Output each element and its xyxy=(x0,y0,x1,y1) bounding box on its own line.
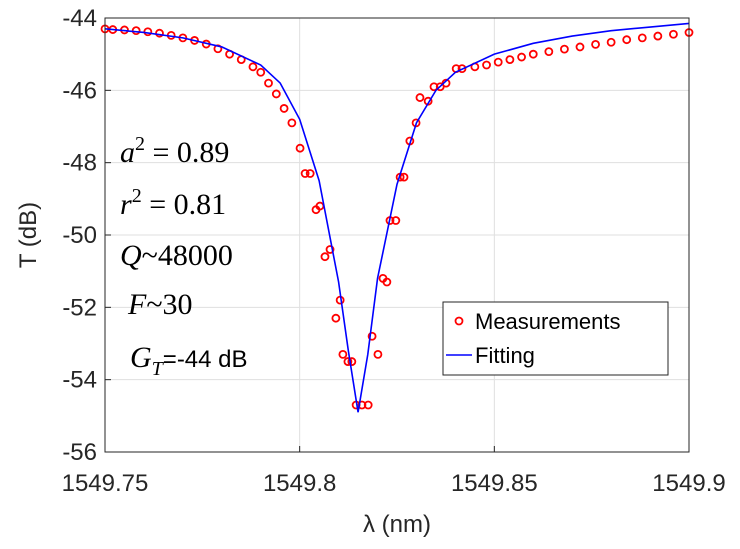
data-point xyxy=(264,78,273,88)
annotation-text: ~48000 xyxy=(142,239,233,272)
data-point xyxy=(363,400,373,410)
legend-label: Fitting xyxy=(475,343,535,368)
data-point xyxy=(637,33,647,43)
data-point xyxy=(575,42,585,52)
data-point xyxy=(248,62,258,72)
annotation-symbol: r xyxy=(120,188,132,221)
annotation-text: = 0.81 xyxy=(142,188,226,221)
data-point xyxy=(343,357,353,366)
annotation: F~30 xyxy=(127,288,193,321)
y-tick-label: -46 xyxy=(62,77,97,104)
annotation-superscript: 2 xyxy=(135,133,145,155)
data-point xyxy=(457,64,467,74)
data-point xyxy=(338,349,348,359)
annotation-symbol: Q xyxy=(120,239,142,272)
annotation-subscript: T xyxy=(152,358,165,380)
data-point xyxy=(373,349,383,359)
legend-marker xyxy=(454,316,464,326)
data-point xyxy=(367,331,377,341)
data-point xyxy=(155,28,164,38)
legend: Measurements Fitting xyxy=(442,301,669,376)
data-point xyxy=(287,118,297,128)
x-tick-label: 1549.8 xyxy=(263,470,336,497)
data-point xyxy=(325,245,335,254)
data-point xyxy=(669,29,678,39)
data-point xyxy=(320,252,330,262)
annotation: GT=-44 dB xyxy=(130,341,248,380)
data-point xyxy=(544,47,554,57)
annotation-symbol: F xyxy=(127,288,147,321)
data-point xyxy=(493,57,503,67)
data-point xyxy=(331,313,341,323)
annotation-symbol: G xyxy=(130,341,152,374)
annotation-superscript: 2 xyxy=(132,185,142,207)
annotation: Q~48000 xyxy=(120,239,233,272)
data-point xyxy=(391,216,401,225)
annotation-text: =-44 dB xyxy=(163,346,248,373)
annotation: a2 = 0.89 xyxy=(120,133,229,169)
data-point xyxy=(591,40,600,49)
legend-label: Measurements xyxy=(475,309,621,334)
data-point xyxy=(300,169,310,178)
y-axis-label: T (dB) xyxy=(15,202,42,268)
y-tick-label: -56 xyxy=(62,439,97,466)
data-point xyxy=(399,172,409,182)
x-tick-label: 1549.9 xyxy=(652,470,725,497)
y-tick-label: -54 xyxy=(62,367,97,394)
data-point xyxy=(622,35,632,45)
fit-line xyxy=(104,22,690,413)
annotation-text: = 0.89 xyxy=(145,136,229,169)
data-point xyxy=(256,67,266,77)
data-point xyxy=(653,31,663,41)
data-point xyxy=(295,143,305,153)
annotation: r2 = 0.81 xyxy=(120,185,226,221)
data-point xyxy=(347,357,357,366)
data-point xyxy=(482,60,491,70)
data-point xyxy=(517,52,526,62)
x-tick-label: 1549.75 xyxy=(62,470,149,497)
annotation-symbol: a xyxy=(120,136,135,169)
data-point xyxy=(382,277,392,287)
axes-box xyxy=(104,17,690,453)
data-point xyxy=(606,37,616,47)
annotation-text: ~30 xyxy=(146,288,192,321)
y-tick-label: -48 xyxy=(62,150,97,177)
y-tick-label: -44 xyxy=(62,5,97,32)
data-point xyxy=(528,49,538,59)
legend-box xyxy=(442,301,669,376)
y-tick-label: -50 xyxy=(62,222,97,249)
data-point xyxy=(560,44,569,54)
y-tick-label: -52 xyxy=(62,294,97,321)
data-point xyxy=(279,104,289,113)
data-point xyxy=(505,55,515,64)
x-axis-label: λ (nm) xyxy=(363,511,431,538)
x-tick-label: 1549.85 xyxy=(451,470,538,497)
data-point xyxy=(305,169,315,178)
data-point xyxy=(271,89,281,99)
data-point xyxy=(415,93,425,102)
